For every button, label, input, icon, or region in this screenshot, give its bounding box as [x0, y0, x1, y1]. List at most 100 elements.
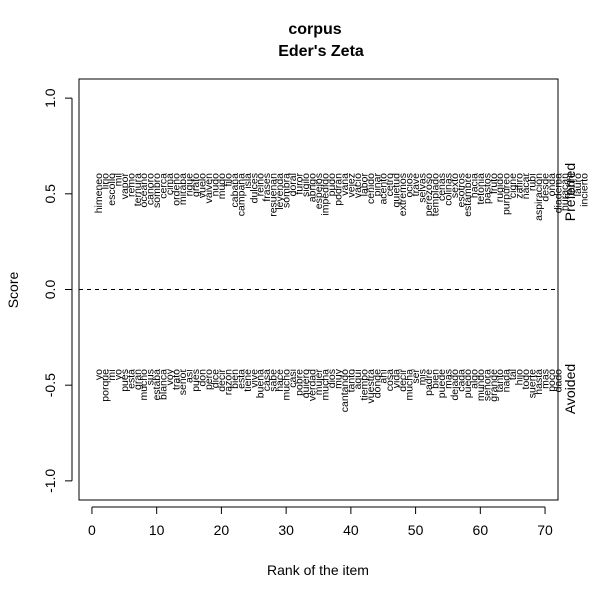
preferred-word-label: sigilo: [300, 173, 312, 197]
avoided-group-label: Avoided: [562, 364, 578, 414]
x-axis: 0 10 20 30 40 50 60 70: [88, 506, 553, 538]
preferred-word-label: cigne: [507, 173, 519, 198]
avoided-word-label: don: [196, 369, 208, 387]
avoided-word-label: casi: [287, 369, 299, 388]
avoided-word-label: decir: [397, 369, 409, 392]
avoided-word-label: dejado: [449, 369, 461, 401]
avoided-word-label: vive: [248, 369, 260, 388]
avoided-word-label: cosa: [384, 369, 396, 391]
avoided-word-label: mucha: [319, 369, 331, 401]
avoided-word-label: dios: [326, 369, 338, 388]
preferred-word-label: abrigo: [307, 173, 319, 202]
x-tick-label: 40: [343, 522, 359, 538]
preferred-word-label: isla: [242, 173, 254, 189]
avoided-word-label: mujer: [313, 369, 325, 396]
chart-subtitle: Eder's Zeta: [278, 43, 364, 60]
avoided-word-label: señora: [481, 369, 493, 401]
preferred-word-label: perezoso: [423, 173, 435, 216]
preferred-word-label: hacia: [468, 173, 480, 198]
preferred-word-label: frases: [261, 173, 273, 202]
y-axis: -1.0 -0.5 0.0 0.5 1.0: [42, 88, 73, 493]
avoided-word-label: tal: [507, 369, 519, 380]
avoided-word-label: algo: [468, 369, 480, 389]
preferred-word-label: ordeño: [171, 173, 183, 206]
avoided-word-label: verdad: [307, 369, 319, 401]
avoided-word-label: mas: [442, 369, 454, 389]
avoided-word-label: pero: [203, 369, 215, 390]
preferred-word-label: templado: [430, 173, 442, 216]
preferred-word-label: grafo: [190, 173, 202, 197]
avoided-word-label: dónde: [371, 369, 383, 398]
preferred-word-label: quietud: [391, 173, 403, 208]
preferred-word-label: vapor: [119, 172, 131, 199]
avoided-word-label: ser: [410, 369, 422, 384]
chart-title: corpus: [288, 21, 341, 38]
avoided-word-label: porque: [99, 369, 111, 402]
x-tick-label: 70: [537, 522, 553, 538]
avoided-word-label: mucho: [138, 369, 150, 401]
avoided-word-label: quiero: [300, 369, 312, 398]
avoided-word-label: pues: [119, 369, 131, 392]
y-tick-label: 0.5: [42, 184, 58, 204]
avoided-word-label: mucha: [404, 369, 416, 401]
avoided-word-label: razón: [222, 369, 234, 395]
preferred-word-label: vana: [339, 173, 351, 196]
preferred-word-label: nácar: [520, 172, 532, 199]
avoided-word-label: señor: [177, 368, 189, 395]
preferred-word-label: rigue: [184, 173, 196, 197]
avoided-word-label: dado: [553, 369, 565, 393]
avoided-word-label: blanca: [158, 369, 170, 400]
avoided-word-label: ahí: [378, 369, 390, 384]
preferred-word-label: espejos: [313, 173, 325, 209]
preferred-word-label: trave: [410, 173, 422, 197]
x-tick-label: 10: [149, 522, 165, 538]
avoided-word-label: mí: [106, 369, 118, 381]
preferred-word-label: ocios: [404, 173, 416, 198]
preferred-word-label: vejez: [345, 173, 357, 198]
preferred-word-label: cima: [164, 173, 176, 195]
preferred-word-label: extremos: [397, 173, 409, 216]
preferred-word-label: acento: [378, 173, 390, 205]
preferred-words-series: himeneolirioescollomilvaporremoternuraoc…: [93, 172, 590, 220]
preferred-word-label: ternura: [132, 173, 144, 206]
preferred-word-label: doral: [287, 173, 299, 196]
avoided-word-label: tanto: [345, 369, 357, 393]
x-tick-label: 30: [278, 522, 294, 538]
preferred-word-label: pastos: [481, 173, 493, 204]
preferred-word-label: pinar: [371, 173, 383, 197]
avoided-word-label: tiempo: [358, 369, 370, 401]
preferred-word-label: diadema: [553, 173, 565, 213]
avoided-word-label: mis: [417, 369, 429, 385]
preferred-word-label: campaña: [235, 173, 247, 216]
preferred-word-label: podrán: [332, 173, 344, 206]
avoided-word-label: mundo: [475, 369, 487, 401]
preferred-word-label: selvas: [417, 173, 429, 203]
avoided-word-label: grande: [488, 369, 500, 402]
preferred-word-label: labor: [358, 173, 370, 197]
avoided-word-label: casa: [261, 369, 273, 391]
preferred-word-label: canoro: [145, 173, 157, 205]
y-tick-label: -1.0: [42, 469, 58, 493]
preferred-word-label: aspiración: [533, 173, 545, 221]
preferred-word-label: estambre: [462, 173, 474, 217]
preferred-word-label: escollo: [106, 173, 118, 206]
x-tick-label: 60: [473, 522, 489, 538]
preferred-word-label: rubí: [527, 173, 539, 191]
preferred-word-label: lauro: [572, 173, 584, 197]
avoided-word-label: cantando: [339, 369, 351, 412]
preferred-word-label: colinas: [442, 173, 454, 206]
avoided-word-label: hace: [274, 369, 286, 392]
avoided-word-label: decir: [216, 369, 228, 392]
avoided-word-label: puedo: [462, 369, 474, 398]
y-tick-label: -0.5: [42, 373, 58, 397]
preferred-word-label: fruto: [488, 173, 500, 194]
x-tick-label: 50: [408, 522, 424, 538]
avoided-word-label: puede: [436, 369, 448, 398]
preferred-word-label: cabaña: [229, 173, 241, 208]
preferred-word-label: lirio: [99, 173, 111, 189]
avoided-words-series: yoporquemíyopuesestágranmuchosusestababl…: [93, 368, 565, 412]
avoided-word-label: mas: [540, 369, 552, 389]
preferred-word-label: reino: [255, 173, 267, 197]
preferred-word-label: leyenda: [274, 173, 286, 210]
